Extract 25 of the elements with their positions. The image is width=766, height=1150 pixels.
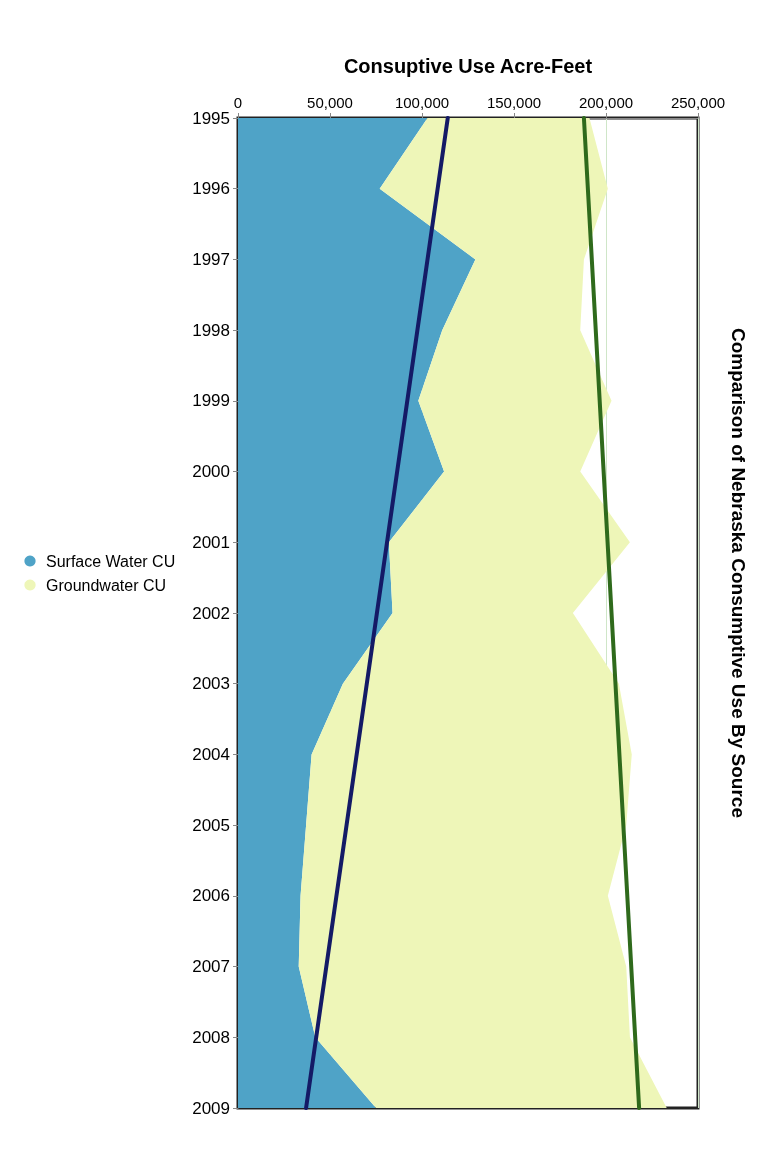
x-tick-label: 0 [233,94,243,111]
x-axis-title: Consuptive Use Acre-Feet [343,55,593,77]
y-tick-label: 2002 [192,603,230,623]
y-tick-label: 2006 [192,886,230,906]
text: Comparison of Nebraska Consumptive Use By Source [728,328,749,818]
y-tick-label: 2004 [192,744,230,764]
y-tick-label: 1997 [192,249,230,269]
y-tick-label: 2009 [192,1098,230,1118]
y-tick-label: 2007 [192,957,230,977]
y-tick-label: 1998 [192,320,230,340]
x-tick-label: 150,000 [486,94,542,111]
y-tick-label: 2003 [192,674,230,694]
x-tick-label: 200,000 [578,94,634,111]
legend-label: Groundwater CU [46,576,167,594]
y-tick-label: 1996 [192,179,230,199]
y-tick-label: 2001 [192,532,230,552]
x-tick-label: 100,000 [394,94,450,111]
y-tick-label: 2000 [192,462,230,482]
y-tick-label: 2005 [192,815,230,835]
x-tick-label: 250,000 [670,94,726,111]
y-tick-label: 1999 [192,391,230,411]
y-tick-label: 1995 [192,108,230,128]
x-tick-label: 50,000 [307,94,353,111]
legend-label: Surface Water CU [46,552,176,570]
y-tick-label: 2008 [192,1027,230,1047]
